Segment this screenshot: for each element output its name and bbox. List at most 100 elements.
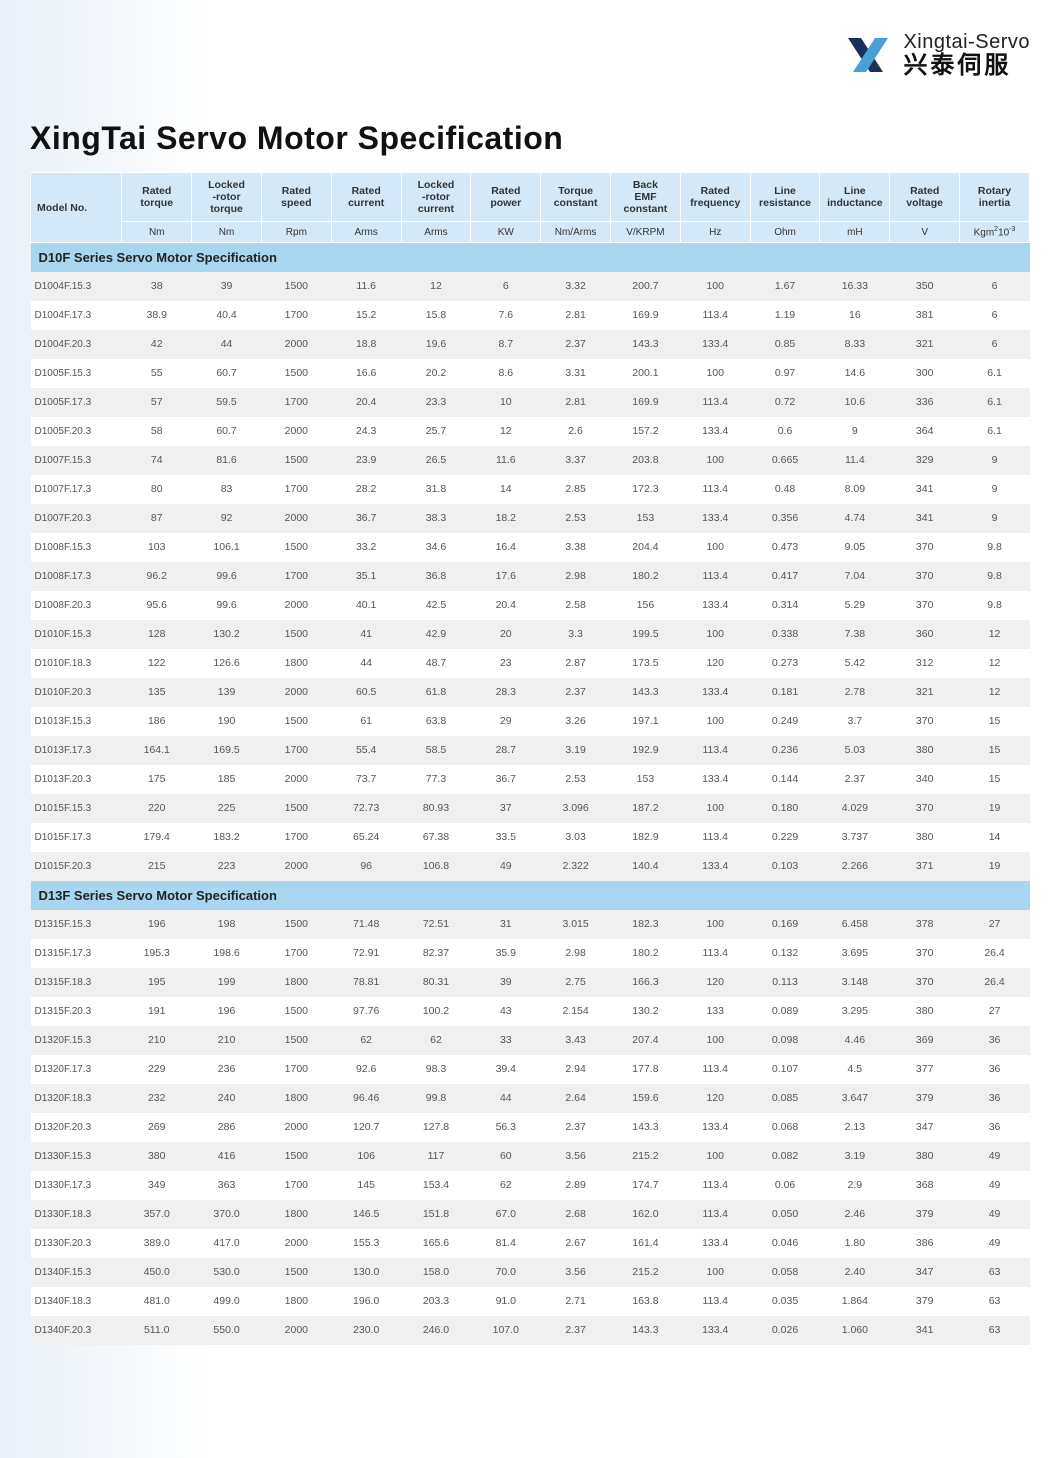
column-header: Rotaryinertia [960,173,1030,222]
data-cell: 42.9 [401,620,471,649]
table-row: D1320F.15.321021015006262333.43207.41000… [31,1026,1030,1055]
data-cell: 37 [471,794,541,823]
data-cell: 2.75 [541,968,611,997]
table-row: D1320F.20.32692862000120.7127.856.32.371… [31,1113,1030,1142]
data-cell: 1700 [261,1171,331,1200]
data-cell: 61.8 [401,678,471,707]
data-cell: 95.6 [122,591,192,620]
data-cell: 15.2 [331,301,401,330]
data-cell: 364 [890,417,960,446]
data-cell: 1500 [261,620,331,649]
data-cell: 127.8 [401,1113,471,1142]
table-row: D1005F.15.35560.7150016.620.28.63.31200.… [31,359,1030,388]
data-cell: 49 [960,1171,1030,1200]
data-cell: 0.356 [750,504,820,533]
data-cell: 36 [960,1055,1030,1084]
table-row: D1315F.17.3195.3198.6170072.9182.3735.92… [31,939,1030,968]
table-row: D1008F.17.396.299.6170035.136.817.62.981… [31,562,1030,591]
data-cell: 133.4 [680,678,750,707]
data-cell: 169.9 [611,388,681,417]
model-cell: D1005F.17.3 [31,388,122,417]
data-cell: 164.1 [122,736,192,765]
data-cell: 9 [960,504,1030,533]
data-cell: 128 [122,620,192,649]
data-cell: 26.5 [401,446,471,475]
data-cell: 0.181 [750,678,820,707]
table-row: D1010F.20.3135139200060.561.828.32.37143… [31,678,1030,707]
data-cell: 0.85 [750,330,820,359]
data-cell: 10.6 [820,388,890,417]
data-cell: 28.2 [331,475,401,504]
data-cell: 3.43 [541,1026,611,1055]
data-cell: 185 [192,765,262,794]
data-cell: 113.4 [680,301,750,330]
data-cell: 72.91 [331,939,401,968]
data-cell: 55.4 [331,736,401,765]
data-cell: 63.8 [401,707,471,736]
data-cell: 41 [331,620,401,649]
data-cell: 71.48 [331,910,401,939]
data-cell: 6.1 [960,359,1030,388]
data-cell: 312 [890,649,960,678]
model-cell: D1330F.18.3 [31,1200,122,1229]
data-cell: 389.0 [122,1229,192,1258]
data-cell: 380 [890,736,960,765]
column-header: Locked-rotortorque [192,173,262,222]
data-cell: 1700 [261,388,331,417]
data-cell: 19.6 [401,330,471,359]
data-cell: 18.8 [331,330,401,359]
data-cell: 8.33 [820,330,890,359]
data-cell: 31.8 [401,475,471,504]
data-cell: 113.4 [680,1200,750,1229]
data-cell: 62 [471,1171,541,1200]
data-cell: 33.5 [471,823,541,852]
data-cell: 0.97 [750,359,820,388]
data-cell: 24.3 [331,417,401,446]
table-row: D1007F.20.38792200036.738.318.22.5315313… [31,504,1030,533]
table-row: D1007F.15.37481.6150023.926.511.63.37203… [31,446,1030,475]
data-cell: 220 [122,794,192,823]
data-cell: 35.1 [331,562,401,591]
data-cell: 67.0 [471,1200,541,1229]
data-cell: 133.4 [680,852,750,881]
data-cell: 106.8 [401,852,471,881]
data-cell: 99.6 [192,562,262,591]
data-cell: 20.4 [471,591,541,620]
data-cell: 2.40 [820,1258,890,1287]
column-header: Ratedcurrent [331,173,401,222]
data-cell: 2.37 [541,678,611,707]
data-cell: 12 [960,678,1030,707]
column-unit: Nm/Arms [541,222,611,243]
table-row: D1330F.17.33493631700145153.4622.89174.7… [31,1171,1030,1200]
data-cell: 80 [122,475,192,504]
model-cell: D1007F.20.3 [31,504,122,533]
data-cell: 197.1 [611,707,681,736]
table-row: D1015F.20.3215223200096106.8492.322140.4… [31,852,1030,881]
data-cell: 156 [611,591,681,620]
data-cell: 369 [890,1026,960,1055]
section-title: D13F Series Servo Motor Specification [31,881,1030,910]
data-cell: 0.103 [750,852,820,881]
column-unit: Arms [331,222,401,243]
data-cell: 4.5 [820,1055,890,1084]
data-cell: 379 [890,1084,960,1113]
data-cell: 72.51 [401,910,471,939]
data-cell: 377 [890,1055,960,1084]
data-cell: 106 [331,1142,401,1171]
data-cell: 92 [192,504,262,533]
data-cell: 0.169 [750,910,820,939]
data-cell: 1700 [261,1055,331,1084]
data-cell: 80.93 [401,794,471,823]
data-cell: 8.09 [820,475,890,504]
data-cell: 2.85 [541,475,611,504]
model-cell: D1008F.15.3 [31,533,122,562]
data-cell: 6 [960,272,1030,301]
data-cell: 3.737 [820,823,890,852]
data-cell: 33.2 [331,533,401,562]
data-cell: 159.6 [611,1084,681,1113]
data-cell: 80.31 [401,968,471,997]
data-cell: 120.7 [331,1113,401,1142]
data-cell: 143.3 [611,678,681,707]
data-cell: 3.148 [820,968,890,997]
data-cell: 58 [122,417,192,446]
